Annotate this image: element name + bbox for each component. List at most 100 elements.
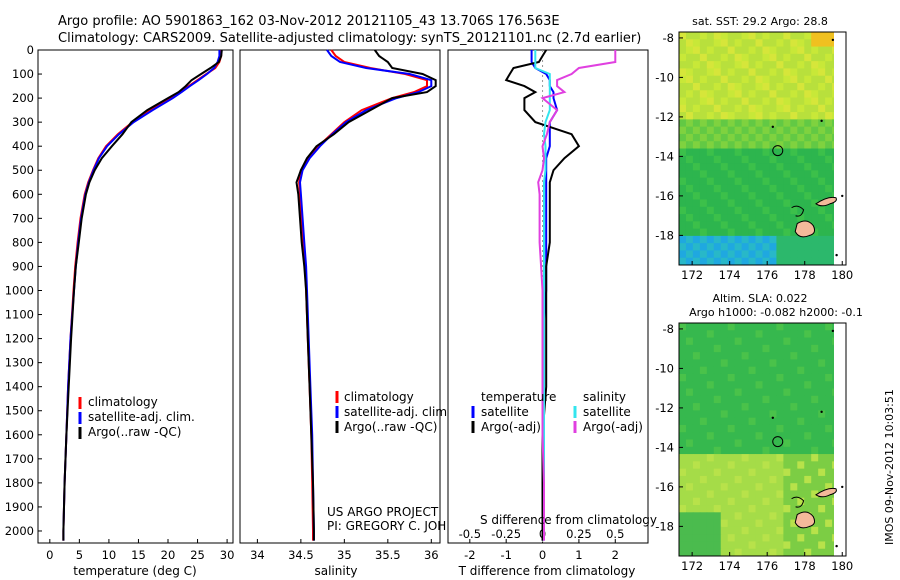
map-cell bbox=[692, 119, 701, 128]
map-cell bbox=[790, 337, 798, 346]
map-cell bbox=[783, 119, 791, 128]
map-cell bbox=[804, 475, 812, 484]
y-tick-label: 1100 bbox=[5, 308, 34, 322]
map-cell bbox=[734, 468, 743, 477]
map-cell bbox=[811, 403, 819, 411]
map-cell bbox=[783, 548, 791, 557]
map-cell bbox=[727, 199, 736, 208]
map-cell bbox=[699, 184, 708, 193]
salinity-panel: 34 34.5 35 35.5 36 salinity climatology sate… bbox=[239, 49, 481, 578]
map-cell bbox=[699, 497, 708, 506]
map-cell bbox=[748, 141, 757, 149]
map-cell bbox=[818, 163, 826, 171]
map-cell bbox=[699, 199, 708, 208]
map-cell bbox=[769, 228, 777, 237]
map-cell bbox=[769, 155, 777, 164]
map-cell bbox=[755, 330, 763, 339]
map-cell bbox=[762, 512, 770, 521]
map-cell bbox=[783, 395, 791, 404]
map-cell bbox=[720, 417, 729, 426]
map-cell bbox=[741, 330, 750, 339]
map-cell bbox=[748, 206, 757, 215]
map-cell bbox=[825, 410, 833, 419]
map-cell bbox=[741, 505, 750, 513]
map-cell bbox=[692, 90, 701, 99]
map-cell bbox=[818, 177, 826, 186]
map-cell bbox=[776, 82, 784, 91]
map-cell bbox=[790, 417, 798, 426]
map-cell bbox=[713, 352, 722, 360]
map-cell bbox=[762, 548, 770, 557]
map-cell bbox=[825, 483, 833, 491]
map-cell bbox=[755, 403, 763, 411]
map-cell bbox=[727, 519, 736, 528]
map-cell bbox=[811, 475, 819, 484]
map-cell bbox=[769, 32, 777, 40]
map-cell bbox=[818, 534, 826, 542]
y-tick-label: 800 bbox=[12, 235, 34, 249]
island-vanua-levu bbox=[815, 196, 837, 207]
map-cell bbox=[679, 46, 687, 55]
map-cell bbox=[776, 548, 784, 557]
x-tick-label: 5 bbox=[76, 548, 83, 562]
map-cell bbox=[685, 337, 694, 346]
map-cell bbox=[811, 497, 819, 506]
x-tick-label: 178 bbox=[794, 559, 816, 573]
map-cell bbox=[741, 214, 750, 222]
map-cell bbox=[790, 75, 798, 84]
map-cell bbox=[762, 250, 770, 259]
map-cell bbox=[825, 439, 833, 448]
map-cell bbox=[783, 519, 791, 528]
map-cell bbox=[762, 228, 770, 237]
map-cell bbox=[692, 228, 701, 237]
map-cell bbox=[790, 184, 798, 193]
map-cell bbox=[727, 475, 736, 484]
map-cell bbox=[797, 177, 805, 186]
map-cell bbox=[755, 133, 763, 142]
x-tick-label: 180 bbox=[831, 268, 853, 282]
map-cell bbox=[699, 446, 708, 455]
y-tick-label: -12 bbox=[655, 401, 674, 415]
map-cell bbox=[699, 206, 708, 215]
x-tick-label: 174 bbox=[719, 559, 741, 573]
map-cell bbox=[783, 344, 791, 353]
map-cell bbox=[706, 468, 715, 477]
map-cell bbox=[811, 163, 819, 171]
map-cell bbox=[679, 439, 687, 448]
y-tick-label: 500 bbox=[12, 163, 34, 177]
map-cell bbox=[790, 403, 798, 411]
map-cell bbox=[762, 184, 770, 193]
map-cell bbox=[755, 417, 763, 426]
map-cell bbox=[720, 323, 729, 331]
y-tick-label: 600 bbox=[12, 187, 34, 201]
map-cell bbox=[804, 446, 812, 455]
map-cell bbox=[720, 483, 729, 491]
map-cell bbox=[804, 155, 812, 164]
map-cell bbox=[783, 468, 791, 477]
map-cell bbox=[720, 141, 729, 149]
map-cell bbox=[762, 133, 770, 142]
difference-axes-box bbox=[447, 49, 649, 544]
map-cell bbox=[797, 148, 805, 157]
map-cell bbox=[720, 214, 729, 222]
map-cell bbox=[797, 126, 805, 135]
map-cell bbox=[727, 32, 736, 40]
map-cell bbox=[727, 155, 736, 164]
map-cell bbox=[762, 155, 770, 164]
map-cell bbox=[706, 90, 715, 99]
map-cell bbox=[804, 395, 812, 404]
map-cell bbox=[804, 468, 812, 477]
sst-map-frame bbox=[678, 31, 847, 266]
map-cell bbox=[825, 352, 833, 360]
map-cell bbox=[762, 446, 770, 455]
map-cell bbox=[679, 32, 687, 40]
map-cell bbox=[797, 243, 805, 251]
map-cell bbox=[679, 461, 687, 470]
map-cell bbox=[776, 163, 784, 171]
map-cell bbox=[811, 505, 819, 513]
map-cell bbox=[748, 221, 757, 230]
x-tick-label: 35 bbox=[337, 548, 352, 562]
map-cell bbox=[811, 214, 819, 222]
map-cell bbox=[755, 519, 763, 528]
map-cell bbox=[769, 410, 777, 419]
